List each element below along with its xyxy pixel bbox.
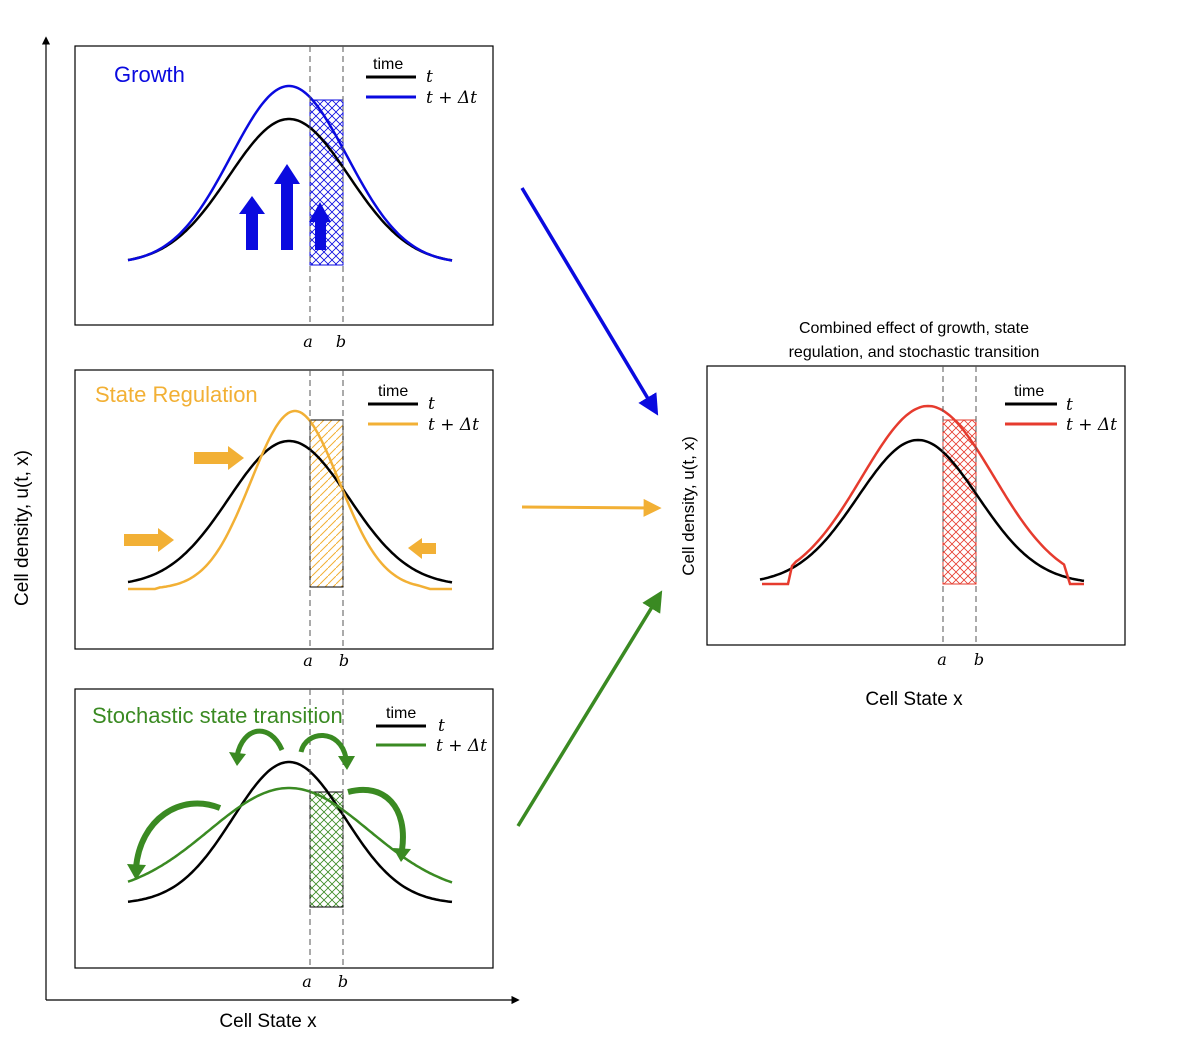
- combined-panel: Combined effect of growth, state regulat…: [679, 320, 1126, 710]
- stochastic-legend-tdt: t + Δt: [436, 736, 487, 756]
- regulation-legend-tdt: t + Δt: [428, 415, 479, 435]
- stochastic-legend-t: t: [438, 716, 445, 736]
- combined-legend-header: time: [1014, 383, 1044, 400]
- combined-x-label: Cell State x: [865, 689, 963, 710]
- growth-legend-tdt: t + Δt: [426, 88, 477, 108]
- regulation-panel-frame: [74, 369, 494, 650]
- growth-to-combined-arrow: [520, 187, 659, 416]
- combined-tick-b: b: [974, 650, 984, 669]
- growth-panel: Growth time t t + Δt a b: [74, 45, 494, 351]
- growth-curve-tdt: [127, 84, 453, 262]
- growth-legend: time t t + Δt: [366, 56, 477, 108]
- stochastic-panel-frame: [74, 688, 494, 969]
- combined-curve-tdt: [762, 404, 1084, 586]
- up-arrow-icon: [239, 196, 265, 250]
- combined-panel-frame: [706, 365, 1126, 646]
- growth-panel-frame: [74, 45, 494, 326]
- stochastic-title: Stochastic state transition: [92, 703, 343, 728]
- stochastic-legend: time t t + Δt: [376, 705, 487, 756]
- curved-arrow-icon: [347, 786, 411, 862]
- curved-arrow-icon: [229, 728, 285, 766]
- combined-legend-tdt: t + Δt: [1066, 415, 1117, 435]
- growth-tick-b: b: [336, 332, 346, 351]
- combined-caption-line2: regulation, and stochastic transition: [789, 344, 1040, 361]
- combined-legend-t: t: [1066, 395, 1073, 415]
- up-arrow-icon: [274, 164, 300, 250]
- curved-arrow-icon: [298, 733, 355, 770]
- regulation-to-combined-arrow: [521, 498, 662, 517]
- regulation-tick-b: b: [339, 651, 349, 670]
- regulation-title: State Regulation: [95, 382, 258, 407]
- growth-tick-a: a: [303, 332, 313, 351]
- global-y-label: Cell density, u(t, x): [12, 450, 33, 606]
- growth-legend-t: t: [426, 67, 433, 87]
- stochastic-curve-t: [127, 760, 453, 904]
- regulation-hatch-region: [309, 419, 344, 588]
- curved-arrow-icon: [127, 800, 222, 880]
- regulation-legend-t: t: [428, 394, 435, 414]
- stochastic-panel: Stochastic state transition time t t + Δ…: [74, 688, 494, 991]
- global-x-label: Cell State x: [219, 1011, 317, 1032]
- growth-legend-header: time: [373, 56, 403, 73]
- right-arrow-icon: [124, 528, 174, 552]
- stochastic-tick-b: b: [338, 972, 348, 991]
- up-arrow-icon: [309, 202, 331, 250]
- stochastic-tick-a: a: [302, 972, 312, 991]
- growth-title: Growth: [114, 62, 185, 87]
- combined-y-label: Cell density, u(t, x): [679, 436, 698, 576]
- combined-hatch-region: [942, 419, 977, 585]
- regulation-panel: State Regulation time t t + Δt a b: [74, 369, 494, 670]
- growth-hatch-region: [309, 99, 344, 266]
- regulation-curve-tdt: [128, 409, 452, 591]
- combined-curve-t: [759, 438, 1085, 583]
- growth-curve-t: [127, 117, 453, 262]
- combined-tick-a: a: [937, 650, 947, 669]
- combined-legend: time t t + Δt: [1005, 383, 1117, 435]
- regulation-curve-t: [127, 439, 453, 584]
- regulation-legend: time t t + Δt: [368, 383, 479, 435]
- regulation-legend-header: time: [378, 383, 408, 400]
- regulation-tick-a: a: [303, 651, 313, 670]
- stochastic-legend-header: time: [386, 705, 416, 722]
- right-arrow-icon: [194, 446, 244, 470]
- combined-caption-line1: Combined effect of growth, state: [799, 320, 1029, 337]
- stochastic-to-combined-arrow: [516, 590, 663, 827]
- left-arrow-icon: [408, 538, 436, 559]
